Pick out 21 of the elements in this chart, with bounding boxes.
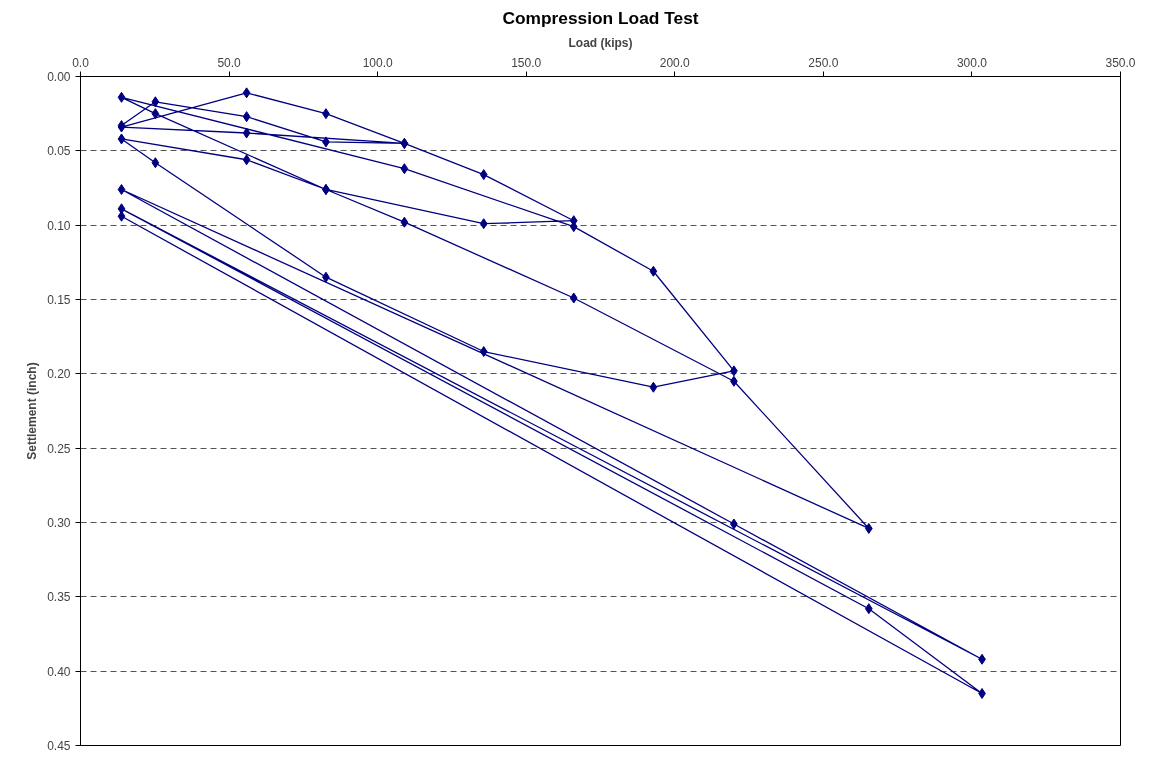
x-tick-label: 350.0 — [1105, 55, 1136, 70]
y-tick-label: 0.35 — [47, 590, 71, 605]
y-tick-label: 0.10 — [47, 218, 71, 233]
y-tick-label: 0.25 — [47, 441, 71, 456]
y-tick-label: 0.40 — [47, 664, 71, 679]
x-axis-title: Load (kips) — [568, 35, 633, 50]
y-tick-label: 0.00 — [47, 70, 71, 84]
y-tick-label: 0.45 — [47, 739, 71, 753]
x-tick-label: 50.0 — [217, 55, 242, 70]
chart-title: Compression Load Test — [502, 7, 699, 28]
y-tick-label: 0.20 — [47, 367, 71, 382]
y-tick-label: 0.15 — [47, 293, 71, 307]
y-axis-title: Settlement (inch) — [25, 362, 40, 460]
x-tick-label: 300.0 — [956, 55, 988, 70]
x-tick-label: 250.0 — [808, 55, 839, 70]
y-tick-label: 0.05 — [47, 144, 71, 159]
x-tick-label: 0.0 — [72, 55, 90, 70]
y-tick-label: 0.30 — [47, 516, 71, 530]
x-tick-label: 200.0 — [659, 55, 691, 70]
x-tick-label: 100.0 — [362, 55, 393, 70]
x-tick-label: 150.0 — [511, 55, 542, 70]
